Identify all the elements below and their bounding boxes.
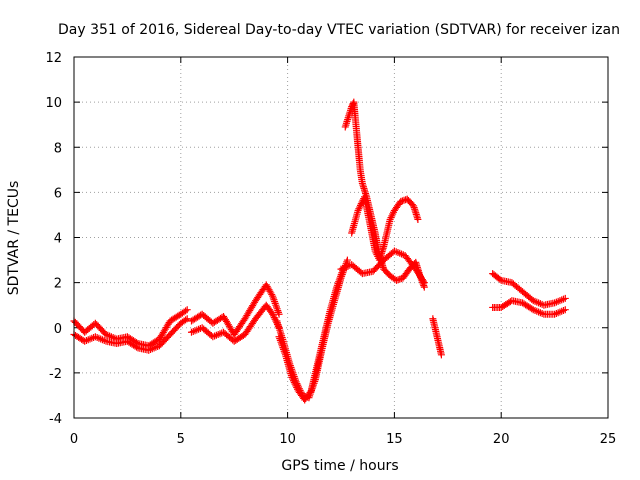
y-axis-title: SDTVAR / TECUs [6, 181, 22, 296]
data-point [343, 256, 351, 264]
x-tick-label: 25 [600, 432, 617, 447]
data-point [288, 373, 296, 381]
x-tick-label: 20 [493, 432, 510, 447]
x-tick-label: 5 [177, 432, 185, 447]
gridlines [74, 57, 608, 418]
data-point [561, 306, 569, 314]
data-point [496, 275, 504, 283]
data-point [291, 380, 299, 388]
y-tick-label: 6 [54, 186, 62, 201]
data-point [356, 203, 364, 211]
data-point [306, 388, 314, 396]
data-point [182, 316, 190, 324]
data-point [133, 343, 141, 351]
y-tick-label: -2 [49, 367, 62, 382]
y-tick-label: 4 [54, 232, 62, 247]
data-point [275, 310, 283, 318]
x-tick-label: 0 [70, 432, 78, 447]
data-point [292, 382, 300, 390]
data-point [183, 315, 191, 323]
y-tick-label: 8 [54, 141, 62, 156]
data-point [561, 294, 569, 302]
data-point [269, 312, 277, 320]
data-point [528, 305, 536, 313]
chart-title: Day 351 of 2016, Sidereal Day-to-day VTE… [58, 22, 620, 38]
data-point [289, 375, 297, 383]
x-tick-label: 15 [386, 432, 403, 447]
data-point [355, 205, 363, 213]
axis-ticks: 0 5 10 15 20 25 -4 -2 0 2 4 6 8 10 12 [45, 51, 616, 447]
data-point [268, 291, 276, 299]
data-point [357, 200, 365, 208]
x-tick-label: 10 [279, 432, 296, 447]
data-point [437, 351, 445, 359]
data-point [289, 377, 297, 385]
x-axis-title: GPS time / hours [281, 458, 398, 474]
y-tick-label: 12 [45, 51, 62, 66]
data-point [183, 306, 191, 314]
data-point [414, 215, 422, 223]
data-points [70, 98, 569, 404]
y-tick-label: 2 [54, 277, 62, 292]
data-point [419, 277, 427, 285]
data-point [293, 384, 301, 392]
y-tick-label: -4 [49, 412, 62, 427]
data-point [420, 279, 428, 287]
data-point [356, 201, 364, 209]
y-tick-label: 10 [45, 96, 62, 111]
y-tick-label: 0 [54, 322, 62, 337]
data-point [290, 378, 298, 386]
data-point [182, 307, 190, 315]
plot-frame [73, 56, 609, 419]
data-point [354, 206, 362, 214]
data-point [269, 310, 277, 318]
